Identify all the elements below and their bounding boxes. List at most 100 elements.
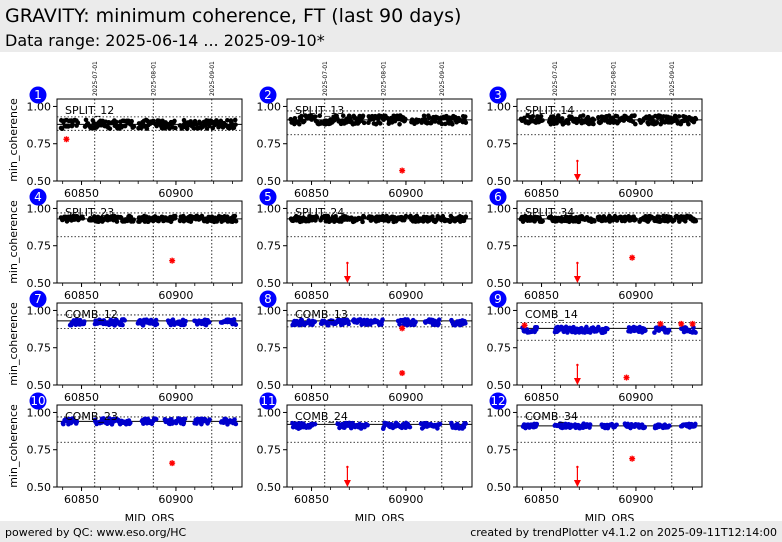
data-point bbox=[77, 317, 83, 323]
date-tick-label: 2025-07-01 bbox=[92, 61, 99, 96]
data-point bbox=[614, 422, 619, 428]
y-tick-label: 1.00 bbox=[27, 100, 52, 113]
y-tick-label: 0.50 bbox=[27, 481, 52, 494]
data-point bbox=[212, 122, 217, 128]
data-point bbox=[591, 117, 597, 123]
data-point bbox=[643, 328, 648, 333]
created-by-note: created by trendPlotter v4.1.2 on 2025-0… bbox=[470, 526, 777, 539]
data-point bbox=[233, 218, 239, 224]
panel-label: SPLIT_14 bbox=[525, 104, 574, 117]
data-point bbox=[556, 113, 561, 118]
x-tick-label: 60850 bbox=[524, 493, 559, 506]
x-tick-label: 60900 bbox=[158, 391, 193, 404]
data-point bbox=[61, 421, 66, 427]
date-tick-label: 2025-09-01 bbox=[209, 61, 216, 96]
panel-number-badge bbox=[489, 290, 507, 308]
data-point bbox=[107, 126, 113, 131]
data-point bbox=[140, 323, 146, 328]
data-point bbox=[633, 121, 638, 127]
data-point bbox=[131, 217, 137, 222]
data-point bbox=[677, 219, 682, 224]
data-point bbox=[181, 420, 187, 426]
data-point bbox=[421, 113, 427, 119]
data-point bbox=[463, 214, 469, 220]
data-point bbox=[463, 321, 468, 326]
panel-number-badge bbox=[29, 188, 47, 206]
data-point bbox=[297, 121, 302, 127]
x-tick-label: 60900 bbox=[158, 493, 193, 506]
data-point bbox=[606, 113, 612, 119]
y-tick-label: 0.75 bbox=[257, 240, 282, 253]
panel-label: SPLIT_34 bbox=[525, 206, 574, 219]
data-point bbox=[403, 213, 409, 219]
y-tick-label: 1.00 bbox=[487, 100, 512, 113]
outlier-point bbox=[169, 460, 176, 467]
data-point bbox=[233, 122, 238, 127]
panel-label: COMB_34 bbox=[525, 410, 578, 423]
y-tick-label: 0.50 bbox=[257, 175, 282, 188]
outlier-point bbox=[521, 322, 528, 329]
outlier-point bbox=[399, 370, 406, 377]
y-tick-label: 0.75 bbox=[27, 138, 52, 151]
x-tick-label: 60850 bbox=[64, 187, 99, 200]
data-point bbox=[432, 119, 438, 124]
data-point bbox=[299, 113, 304, 119]
data-point bbox=[450, 121, 455, 127]
data-point bbox=[81, 319, 87, 324]
panel-split-13: 60850 60900 0.50 0.75 1.00 SPLIT_13 2 2025-07-0… bbox=[257, 61, 473, 200]
data-point bbox=[666, 327, 672, 333]
panel-number-badge bbox=[259, 290, 277, 308]
data-point bbox=[183, 318, 188, 324]
data-point bbox=[120, 322, 125, 328]
y-tick-label: 1.00 bbox=[257, 406, 282, 419]
y-tick-label: 0.50 bbox=[257, 481, 282, 494]
plot-frame bbox=[56, 302, 243, 386]
data-point bbox=[463, 421, 468, 426]
data-point bbox=[232, 417, 237, 422]
data-point bbox=[430, 214, 435, 219]
data-point bbox=[437, 421, 443, 427]
y-tick-label: 0.50 bbox=[257, 379, 282, 392]
panel-split-14: 60850 60900 0.50 0.75 1.00 SPLIT_14 3 2025-07-0… bbox=[487, 61, 703, 200]
y-tick-label: 0.50 bbox=[27, 277, 52, 290]
data-point bbox=[605, 326, 610, 332]
data-point bbox=[83, 117, 89, 123]
y-axis-label: min_coherence bbox=[7, 302, 20, 386]
data-point bbox=[540, 218, 545, 224]
powered-by-link[interactable]: powered by QC: www.eso.org/HC bbox=[5, 526, 187, 539]
data-point bbox=[314, 215, 320, 220]
data-range-subtitle: Data range: 2025-06-14 ... 2025-09-10* bbox=[5, 31, 325, 50]
panel-number-badge bbox=[489, 86, 507, 104]
outlier-point bbox=[169, 257, 176, 264]
data-point bbox=[317, 113, 323, 119]
panel-comb-14: 60850 60900 0.50 0.75 1.00 COMB_14 9 bbox=[487, 290, 703, 404]
data-point bbox=[233, 322, 239, 327]
date-tick-label: 2025-09-01 bbox=[439, 61, 446, 96]
data-point bbox=[650, 118, 656, 123]
y-tick-label: 1.00 bbox=[487, 202, 512, 215]
x-tick-label: 60900 bbox=[158, 187, 193, 200]
data-point bbox=[197, 120, 203, 126]
y-tick-label: 1.00 bbox=[257, 202, 282, 215]
data-point bbox=[642, 424, 648, 430]
panel-split-23: 60850 60900 0.50 0.75 1.00 SPLIT_23 4 min_coher… bbox=[7, 188, 243, 302]
data-point bbox=[435, 426, 440, 431]
panel-number: 7 bbox=[34, 292, 42, 306]
x-tick-label: 60850 bbox=[294, 493, 329, 506]
below-range-arrow bbox=[573, 363, 581, 385]
y-tick-label: 0.50 bbox=[487, 379, 512, 392]
panel-number: 11 bbox=[260, 394, 275, 408]
panel-number: 5 bbox=[264, 190, 272, 204]
data-point bbox=[128, 214, 134, 220]
data-point bbox=[559, 116, 565, 121]
data-point bbox=[184, 126, 190, 132]
panel-number: 3 bbox=[494, 88, 502, 102]
y-tick-label: 0.50 bbox=[487, 481, 512, 494]
data-point bbox=[232, 213, 238, 219]
data-point bbox=[672, 113, 678, 119]
panel-number: 12 bbox=[490, 394, 505, 408]
data-point bbox=[144, 126, 150, 131]
data-point bbox=[114, 219, 120, 224]
data-point bbox=[119, 125, 124, 130]
